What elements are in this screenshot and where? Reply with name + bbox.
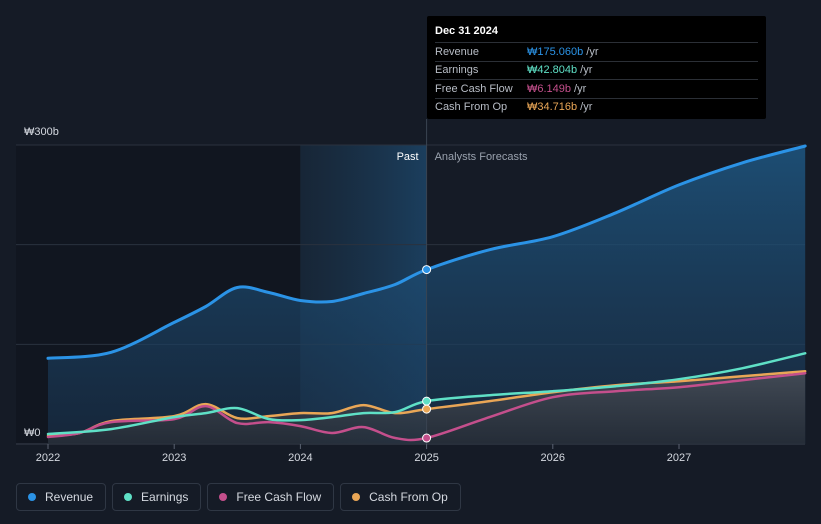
tooltip-unit: /yr — [580, 64, 593, 77]
legend-label: Revenue — [45, 490, 94, 504]
forecast-label: Analysts Forecasts — [435, 151, 528, 163]
tooltip-row-cash-from-op: Cash From Op ₩34.716b /yr — [435, 97, 758, 117]
x-tick-label: 2027 — [667, 452, 691, 464]
tooltip-row-free-cash-flow: Free Cash Flow ₩6.149b /yr — [435, 79, 758, 98]
tooltip-row-earnings: Earnings ₩42.804b /yr — [435, 60, 758, 80]
legend-item-free-cash-flow[interactable]: Free Cash Flow — [207, 483, 335, 511]
legend-label: Earnings — [141, 490, 189, 504]
chart-legend: Revenue Earnings Free Cash Flow Cash Fro… — [16, 483, 461, 511]
data-tooltip: Dec 31 2024 Revenue ₩175.060b /yr Earnin… — [427, 16, 766, 119]
legend-label: Free Cash Flow — [236, 490, 322, 504]
tooltip-value: ₩42.804b — [527, 64, 578, 77]
tooltip-label: Free Cash Flow — [435, 82, 513, 95]
tooltip-unit: /yr — [580, 101, 593, 114]
tooltip-label: Cash From Op — [435, 101, 508, 114]
x-axis-ticks: 2022 2023 2024 2025 2026 2027 — [36, 444, 691, 464]
y-axis-label-min: ₩0 — [24, 427, 41, 439]
legend-dot-icon — [352, 493, 361, 501]
highlight-point — [422, 433, 432, 443]
legend-item-earnings[interactable]: Earnings — [112, 483, 202, 511]
x-tick-label: 2026 — [541, 452, 565, 464]
tooltip-unit: /yr — [574, 82, 587, 95]
legend-dot-icon — [219, 493, 228, 501]
x-tick-label: 2025 — [414, 452, 438, 464]
highlight-points — [422, 265, 432, 443]
legend-dot-icon — [124, 493, 133, 501]
legend-item-cash-from-op[interactable]: Cash From Op — [340, 483, 461, 511]
legend-label: Cash From Op — [369, 490, 448, 504]
series-line-earnings — [46, 352, 807, 436]
y-axis-label-max: ₩300b — [24, 126, 59, 138]
tooltip-row-revenue: Revenue ₩175.060b /yr — [435, 42, 758, 61]
legend-dot-icon — [28, 493, 36, 501]
tooltip-label: Revenue — [435, 45, 480, 58]
tooltip-value: ₩175.060b — [527, 45, 584, 58]
series-lines — [46, 144, 807, 442]
tooltip-value: ₩6.149b — [527, 82, 572, 95]
series-line-revenue — [46, 144, 807, 360]
series-line-free-cash-flow — [46, 371, 807, 442]
x-tick-label: 2024 — [288, 452, 312, 464]
tooltip-value: ₩34.716b — [527, 101, 578, 114]
highlight-point — [422, 396, 432, 406]
tooltip-date: Dec 31 2024 — [435, 25, 498, 37]
lower-series-area — [48, 371, 806, 444]
tooltip-unit: /yr — [586, 45, 599, 58]
highlight-point — [422, 404, 432, 414]
x-tick-label: 2022 — [36, 452, 60, 464]
tooltip-label: Earnings — [435, 64, 479, 77]
x-tick-label: 2023 — [162, 452, 186, 464]
legend-item-revenue[interactable]: Revenue — [16, 483, 107, 511]
past-label: Past — [397, 151, 419, 163]
highlight-point — [422, 265, 432, 275]
